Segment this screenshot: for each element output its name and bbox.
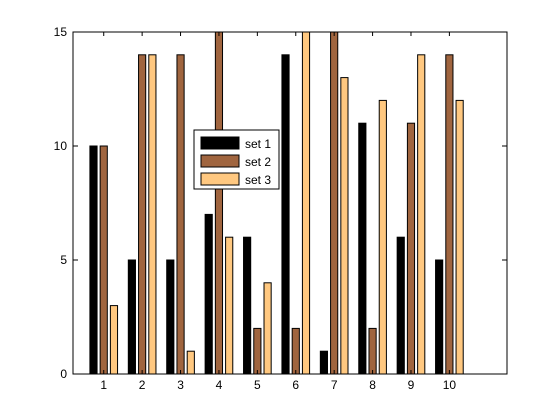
- legend-swatch-3: [200, 172, 240, 186]
- bar-series-2-cat-1: [99, 145, 108, 375]
- bar-series-2-cat-8: [368, 327, 377, 375]
- y-tick-label-10: 10: [54, 139, 68, 153]
- legend-swatch-2: [200, 154, 240, 168]
- bar-series-2-cat-3: [176, 54, 185, 375]
- bar-series-1-cat-5: [243, 236, 252, 375]
- x-tick-label-6: 6: [292, 378, 299, 392]
- bar-series-3-cat-4: [225, 236, 234, 375]
- bar-series-1-cat-1: [89, 145, 98, 375]
- bar-series-2-cat-9: [406, 122, 416, 375]
- x-tick-label-7: 7: [331, 378, 338, 392]
- bar-series-3-cat-1: [109, 305, 119, 375]
- y-tick-label-0: 0: [60, 367, 67, 381]
- bar-series-3-cat-10: [455, 99, 464, 375]
- legend-label-3: set 3: [245, 173, 271, 187]
- bar-series-3-cat-7: [340, 77, 349, 375]
- x-tick-label-5: 5: [254, 378, 261, 392]
- legend-label-2: set 2: [245, 155, 271, 169]
- bar-series-2-cat-10: [445, 54, 454, 375]
- bar-series-2-cat-2: [138, 54, 147, 375]
- bars-layer: [89, 31, 464, 375]
- bar-series-3-cat-9: [417, 54, 426, 375]
- ticks-layer: 1 2 3 4 5 6 7 8 9 10 0 5 10 15: [54, 25, 507, 392]
- bar-series-1-cat-10: [435, 259, 444, 375]
- legend: set 1 set 2 set 3: [193, 129, 280, 190]
- bar-series-2-cat-5: [253, 327, 262, 375]
- bar-series-1-cat-4: [204, 213, 213, 375]
- bar-series-1-cat-9: [396, 236, 405, 375]
- bar-series-1-cat-8: [358, 122, 367, 375]
- bar-series-3-cat-2: [148, 54, 157, 375]
- legend-label-1: set 1: [245, 137, 271, 151]
- x-tick-label-4: 4: [216, 378, 223, 392]
- bar-series-1-cat-3: [166, 259, 175, 375]
- axes-box: [72, 31, 508, 375]
- y-tick-label-5: 5: [60, 253, 67, 267]
- x-tick-label-10: 10: [443, 378, 457, 392]
- bar-series-2-cat-7: [330, 31, 339, 375]
- x-tick-label-2: 2: [139, 378, 146, 392]
- bar-series-1-cat-6: [281, 54, 290, 375]
- bar-series-2-cat-4: [214, 31, 224, 375]
- x-tick-label-1: 1: [100, 378, 107, 392]
- bar-series-3-cat-5: [263, 282, 272, 375]
- bar-series-2-cat-6: [291, 327, 300, 375]
- bar-series-1-cat-2: [127, 259, 136, 375]
- x-tick-label-8: 8: [369, 378, 376, 392]
- y-tick-label-15: 15: [54, 25, 68, 39]
- bar-series-3-cat-8: [378, 99, 387, 375]
- bar-series-1-cat-7: [319, 350, 329, 375]
- x-tick-label-3: 3: [177, 378, 184, 392]
- bar-series-3-cat-3: [186, 350, 195, 375]
- legend-swatch-1: [200, 136, 240, 150]
- bar-series-3-cat-6: [301, 31, 311, 375]
- x-tick-label-9: 9: [408, 378, 415, 392]
